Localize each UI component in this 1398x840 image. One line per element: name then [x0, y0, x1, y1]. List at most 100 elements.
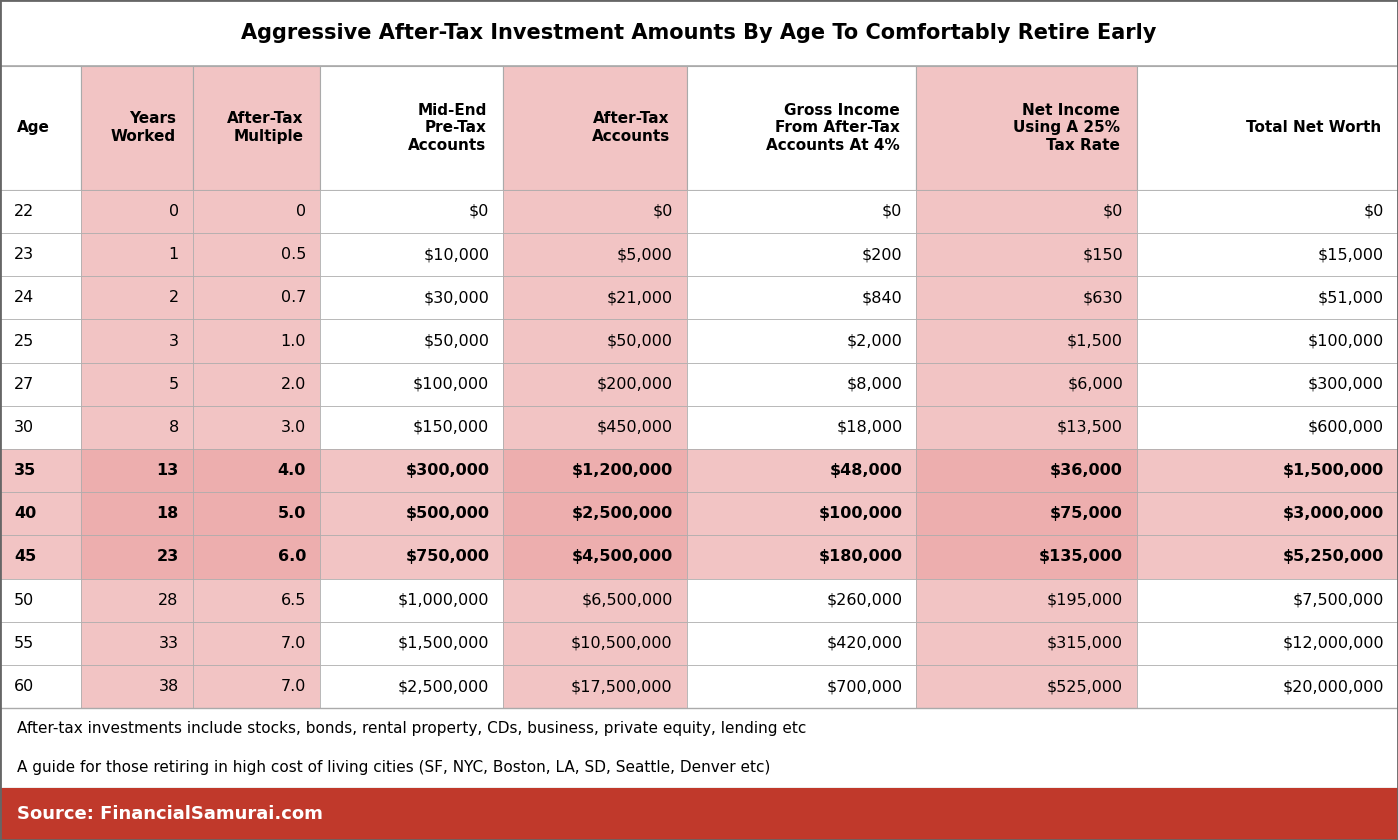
Text: 45: 45 [14, 549, 36, 564]
Text: $20,000,000: $20,000,000 [1282, 679, 1384, 694]
Bar [686, 319, 917, 363]
Text: 55: 55 [14, 636, 34, 651]
Text: $48,000: $48,000 [829, 463, 903, 478]
Text: 23: 23 [157, 549, 179, 564]
Text: After-Tax
Accounts: After-Tax Accounts [591, 112, 670, 144]
Bar [193, 449, 320, 492]
Text: $840: $840 [861, 291, 903, 305]
Text: $0: $0 [1363, 204, 1384, 219]
Bar [1137, 579, 1398, 622]
Text: $13,500: $13,500 [1057, 420, 1123, 435]
Text: 3: 3 [169, 333, 179, 349]
Text: $315,000: $315,000 [1047, 636, 1123, 651]
Bar [686, 535, 917, 579]
Bar [1137, 66, 1398, 190]
Bar [686, 579, 917, 622]
Text: 30: 30 [14, 420, 34, 435]
Bar [193, 665, 320, 708]
Text: $1,500,000: $1,500,000 [398, 636, 489, 651]
Bar [320, 363, 503, 406]
Bar [0, 665, 81, 708]
Text: Years
Worked: Years Worked [110, 112, 176, 144]
Text: Source: FinancialSamurai.com: Source: FinancialSamurai.com [17, 805, 323, 823]
Bar [81, 66, 193, 190]
Bar [193, 319, 320, 363]
Text: 0.7: 0.7 [281, 291, 306, 305]
Bar [917, 319, 1137, 363]
Bar [503, 190, 686, 233]
Bar [320, 319, 503, 363]
Text: $525,000: $525,000 [1047, 679, 1123, 694]
Bar [503, 363, 686, 406]
Text: 0.5: 0.5 [281, 247, 306, 262]
Text: Net Income
Using A 25%
Tax Rate: Net Income Using A 25% Tax Rate [1014, 102, 1120, 153]
Bar [0, 233, 81, 276]
Bar [1137, 535, 1398, 579]
Text: 18: 18 [157, 507, 179, 522]
Text: $2,000: $2,000 [847, 333, 903, 349]
Bar [193, 622, 320, 665]
Text: 2.0: 2.0 [281, 376, 306, 391]
Bar [81, 579, 193, 622]
Bar [686, 449, 917, 492]
Text: $260,000: $260,000 [826, 593, 903, 607]
Bar [193, 492, 320, 535]
Text: 4.0: 4.0 [278, 463, 306, 478]
Bar [686, 66, 917, 190]
Text: $600,000: $600,000 [1309, 420, 1384, 435]
Bar [81, 492, 193, 535]
Text: $100,000: $100,000 [1307, 333, 1384, 349]
Text: 24: 24 [14, 291, 34, 305]
Bar [1137, 492, 1398, 535]
Text: 27: 27 [14, 376, 34, 391]
Bar [193, 535, 320, 579]
Bar [503, 535, 686, 579]
Text: 0: 0 [169, 204, 179, 219]
Bar [1137, 319, 1398, 363]
Text: $18,000: $18,000 [836, 420, 903, 435]
Bar [686, 190, 917, 233]
Bar [81, 363, 193, 406]
Text: $5,000: $5,000 [617, 247, 672, 262]
Text: 35: 35 [14, 463, 36, 478]
Bar [320, 665, 503, 708]
Text: $12,000,000: $12,000,000 [1282, 636, 1384, 651]
Text: $6,500,000: $6,500,000 [582, 593, 672, 607]
Bar [81, 190, 193, 233]
Bar [0, 363, 81, 406]
Bar [917, 233, 1137, 276]
Text: Age: Age [17, 120, 50, 135]
Text: 2: 2 [169, 291, 179, 305]
Bar [0, 622, 81, 665]
Bar [320, 66, 503, 190]
Text: After-tax investments include stocks, bonds, rental property, CDs, business, pri: After-tax investments include stocks, bo… [17, 721, 807, 736]
Bar [1137, 665, 1398, 708]
Text: 13: 13 [157, 463, 179, 478]
Text: $30,000: $30,000 [424, 291, 489, 305]
Bar [686, 406, 917, 449]
Bar [1137, 449, 1398, 492]
Text: $0: $0 [653, 204, 672, 219]
Text: $200: $200 [861, 247, 903, 262]
Text: A guide for those retiring in high cost of living cities (SF, NYC, Boston, LA, S: A guide for those retiring in high cost … [17, 760, 770, 775]
Text: $0: $0 [1103, 204, 1123, 219]
Text: 1.0: 1.0 [281, 333, 306, 349]
Text: $1,000,000: $1,000,000 [398, 593, 489, 607]
Bar [1137, 406, 1398, 449]
Text: 0: 0 [296, 204, 306, 219]
Bar [503, 66, 686, 190]
Text: 3.0: 3.0 [281, 420, 306, 435]
Text: $6,000: $6,000 [1067, 376, 1123, 391]
Bar [917, 535, 1137, 579]
Text: $50,000: $50,000 [424, 333, 489, 349]
Text: $200,000: $200,000 [597, 376, 672, 391]
Text: 25: 25 [14, 333, 34, 349]
Text: Aggressive After-Tax Investment Amounts By Age To Comfortably Retire Early: Aggressive After-Tax Investment Amounts … [242, 23, 1156, 43]
Bar [81, 319, 193, 363]
Text: $21,000: $21,000 [607, 291, 672, 305]
Text: $1,500,000: $1,500,000 [1283, 463, 1384, 478]
Text: 1: 1 [168, 247, 179, 262]
Text: $10,000: $10,000 [424, 247, 489, 262]
Text: 8: 8 [168, 420, 179, 435]
Text: $700,000: $700,000 [826, 679, 903, 694]
